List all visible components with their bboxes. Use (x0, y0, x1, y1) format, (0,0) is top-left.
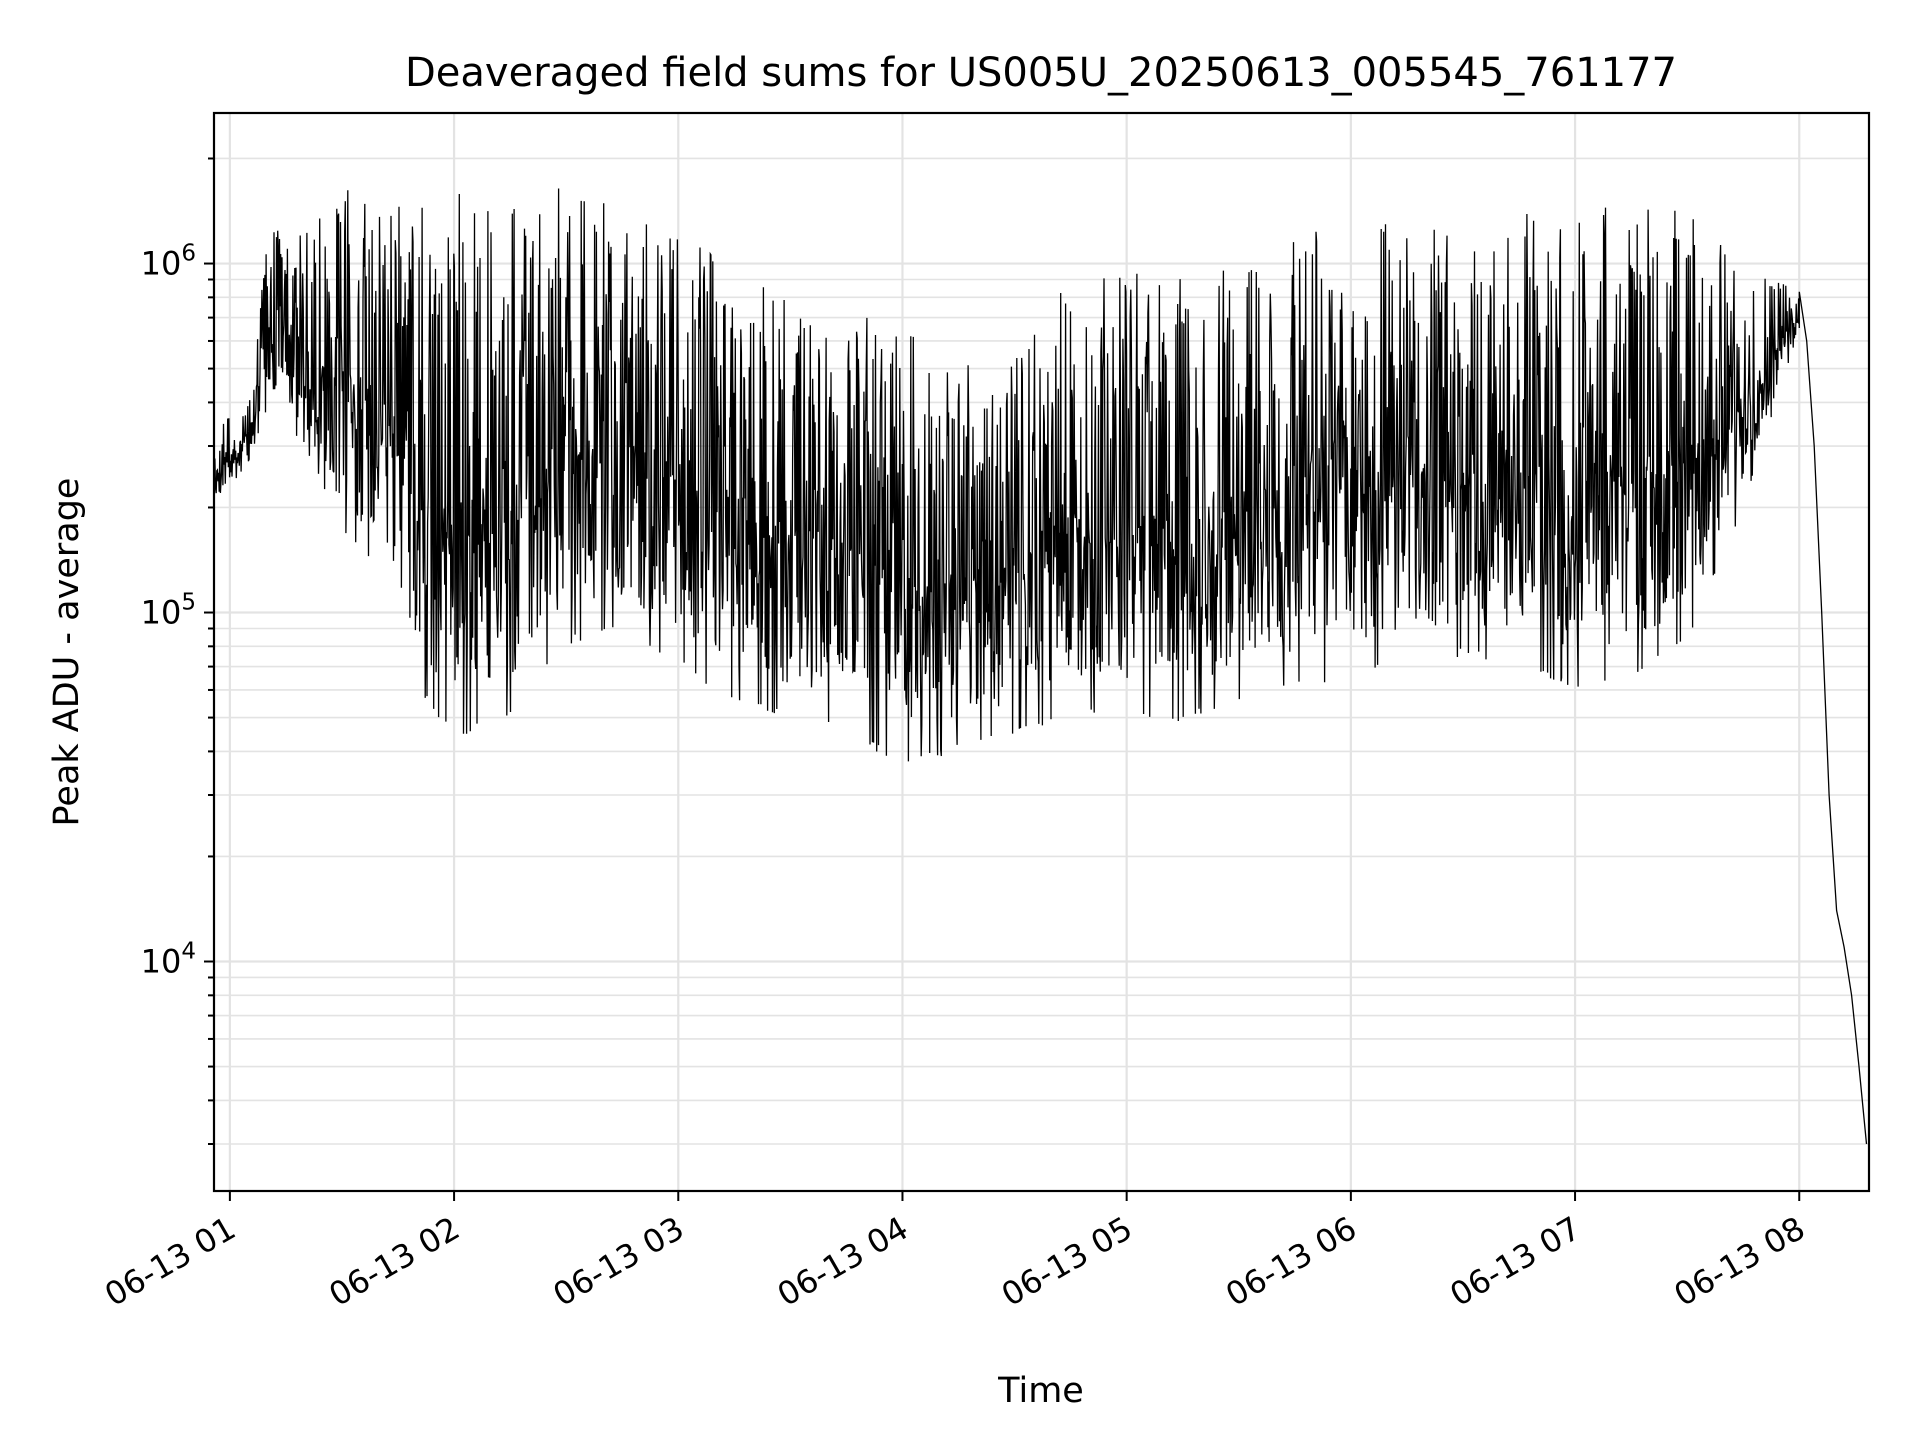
grid (214, 113, 1869, 1191)
y-axis-label: Peak ADU - average (47, 478, 87, 827)
y-tick-label: 104 (141, 939, 196, 981)
y-tick-label: 105 (141, 590, 196, 632)
series-line (214, 188, 1868, 1145)
plot-frame (212, 111, 1871, 1193)
y-tick-label: 106 (141, 241, 196, 283)
y-axis: 104 105 106 (141, 157, 214, 1145)
x-axis-label: Time (997, 1371, 1084, 1411)
series-peak-adu (214, 188, 1868, 1145)
chart-title: Deaveraged field sums for US005U_2025061… (405, 50, 1677, 96)
